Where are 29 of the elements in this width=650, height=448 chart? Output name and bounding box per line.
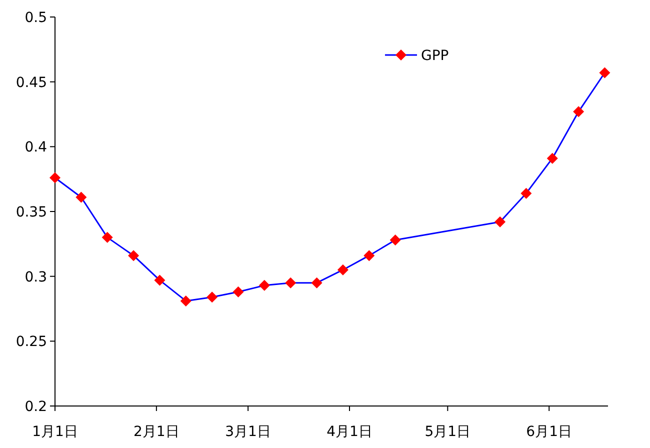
- point: [390, 234, 401, 246]
- y-tick-label: 0.45: [16, 74, 47, 91]
- point: [546, 152, 558, 164]
- point: [180, 295, 192, 306]
- point: [494, 216, 506, 228]
- point: [599, 67, 610, 78]
- x-tick-label: 4月1日: [326, 424, 372, 440]
- x-tick-label: 2月1日: [134, 424, 180, 440]
- point: [128, 250, 140, 262]
- y-tick-label: 0.3: [24, 269, 47, 286]
- point: [520, 188, 532, 199]
- y-tick-label: 0.4: [24, 140, 48, 156]
- x-tick-label: 3月1日: [225, 424, 271, 440]
- y-tick-label: 0.35: [16, 204, 47, 220]
- x-tick-label: 5月1日: [424, 424, 471, 440]
- point: [50, 172, 60, 184]
- y-tick-label: 0.25: [16, 334, 47, 350]
- point: [232, 286, 244, 298]
- point: [154, 274, 166, 286]
- x-tick-label: 1月1日: [32, 424, 78, 440]
- point: [102, 232, 113, 243]
- legend-label: GPP: [421, 48, 449, 64]
- point: [206, 292, 218, 303]
- point: [76, 192, 87, 203]
- y-tick-label: 0.5: [24, 10, 47, 26]
- y-tick-label: 0.2: [24, 399, 47, 415]
- point: [364, 250, 375, 262]
- x-tick-label: 6月1日: [526, 424, 572, 440]
- point: [573, 106, 584, 118]
